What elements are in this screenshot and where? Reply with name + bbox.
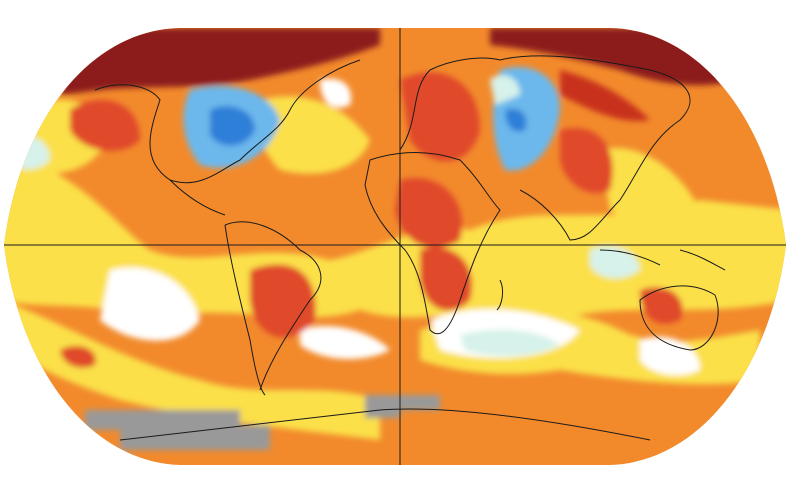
coastlines (94, 55, 726, 441)
